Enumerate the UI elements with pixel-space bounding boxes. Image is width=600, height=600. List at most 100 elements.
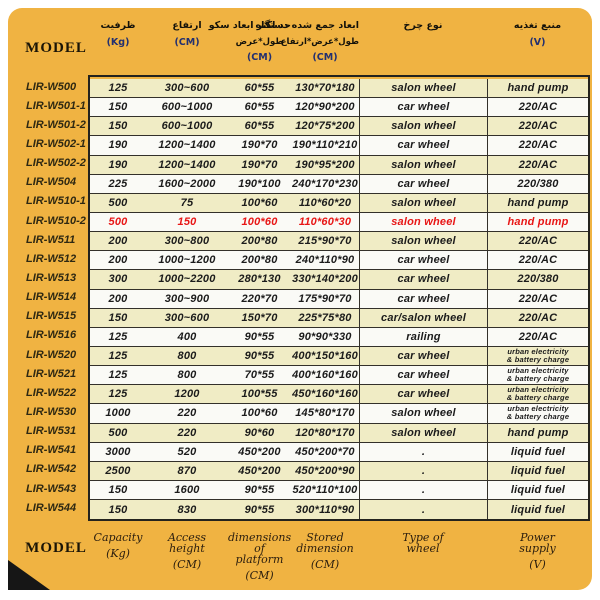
- wheel-cell: car wheel: [359, 385, 487, 404]
- platform-cell: 60*55: [244, 82, 275, 95]
- table-row: 225 1600~2000 190*100 240*170*230 car wheel 2…: [90, 174, 588, 194]
- table-row: 190 1200~1400 190*70 190*95*200 salon wheel 2…: [90, 155, 588, 175]
- height-cell: 1000~2200: [158, 273, 216, 286]
- platform-cell: 190*70: [241, 158, 278, 171]
- stored-cell: 110*60*20: [298, 196, 352, 209]
- height-cell: 1600~2000: [158, 177, 216, 190]
- power-cell: 220/AC: [487, 327, 588, 346]
- capacity-cell: 125: [108, 388, 128, 401]
- power-cell: hand pump: [487, 79, 588, 98]
- table-row: 2500 870 450*200 450*200*90. liquid fuel: [90, 461, 588, 481]
- wheel-cell: car wheel: [359, 98, 487, 117]
- model-label: LIR-W531: [26, 425, 77, 438]
- stored-cell: 120*80*170: [295, 426, 355, 439]
- stored-cell: 450*200*90: [295, 464, 355, 477]
- wheel-cell: railing: [359, 327, 487, 346]
- wheel-cell: car/salon wheel: [359, 308, 487, 327]
- height-cell: 1200~1400: [158, 158, 216, 171]
- stored-cell: 120*90*200: [295, 101, 355, 114]
- capacity-cell: 500: [108, 216, 128, 229]
- model-label: LIR-W510-2: [26, 214, 86, 227]
- model-column-title-bottom: MODEL: [25, 540, 87, 556]
- stored-cell: 300*110*90: [295, 503, 355, 516]
- capacity-cell: 150: [108, 484, 128, 497]
- power-cell: 220/AC: [487, 251, 588, 270]
- power-cell: hand pump: [487, 193, 588, 212]
- model-label: LIR-W504: [26, 176, 77, 189]
- capacity-cell: 125: [108, 82, 128, 95]
- model-label: LIR-W542: [26, 463, 77, 476]
- wheel-cell: .: [359, 500, 487, 520]
- capacity-cell: 125: [108, 350, 128, 363]
- stored-cell: 145*80*170: [295, 407, 355, 420]
- model-label: LIR-W543: [26, 482, 77, 495]
- power-cell: 220/AC: [487, 117, 588, 136]
- wheel-cell: car wheel: [359, 251, 487, 270]
- power-cell: urban electricity & battery charge: [487, 366, 588, 385]
- table-row: 150 1600 90*55 520*110*100. liquid fuel: [90, 480, 588, 501]
- capacity-cell: 200: [108, 254, 128, 267]
- wheel-cell: salon wheel: [359, 117, 487, 136]
- model-label: LIR-W530: [26, 405, 77, 418]
- height-cell: 1600: [174, 484, 200, 497]
- stored-cell: 120*75*200: [295, 120, 355, 133]
- table-row: 125 800 70*55 400*160*160 car wheel urban ele…: [90, 366, 588, 386]
- power-cell: hand pump: [487, 212, 588, 232]
- capacity-cell: 150: [108, 311, 128, 324]
- platform-cell: 100*60: [241, 407, 278, 420]
- footer-access-height: Access height (CM): [167, 531, 207, 571]
- stored-cell: 175*90*70: [298, 292, 352, 305]
- model-label: LIR-W502-1: [26, 137, 86, 150]
- table-row: 150 830 90*55 300*110*90. liquid fuel: [90, 500, 588, 520]
- model-label: LIR-W520: [26, 348, 77, 361]
- stored-cell: 450*160*160: [292, 388, 358, 401]
- platform-cell: 90*55: [244, 503, 275, 516]
- header-title: ابعاد جمع شده دستگاه: [255, 20, 360, 31]
- platform-cell: 190*100: [238, 177, 281, 190]
- header-unit: (V): [529, 37, 546, 48]
- power-cell: 220/AC: [487, 308, 588, 327]
- header-wheel-type: نوع چرخ: [359, 20, 487, 63]
- power-cell: 220/380: [487, 174, 588, 193]
- table-row: 300 1000~2200 280*130 330*140*200 car wheel 2…: [90, 270, 588, 290]
- height-cell: 600~1000: [161, 101, 213, 114]
- stored-cell: 225*75*80: [298, 311, 352, 324]
- platform-cell: 100*60: [241, 196, 278, 209]
- height-cell: 800: [177, 350, 197, 363]
- table-row: 150 600~1000 60*55 120*90*200 car wheel 220/A…: [90, 98, 588, 118]
- platform-cell: 100*55: [241, 388, 278, 401]
- table-row: 125 1200 100*55 450*160*160 car wheel urban e…: [90, 385, 588, 405]
- stored-cell: 190*110*210: [292, 139, 358, 152]
- height-cell: 220: [177, 407, 197, 420]
- height-cell: 520: [177, 445, 197, 458]
- stored-cell: 330*140*200: [292, 273, 358, 286]
- model-label: LIR-W500: [26, 80, 77, 93]
- height-cell: 300~800: [164, 235, 210, 248]
- model-column-title-top: MODEL: [25, 40, 87, 56]
- footer-capacity: Capacity (Kg): [93, 531, 143, 560]
- height-cell: 600~1000: [161, 120, 213, 133]
- model-label: LIR-W513: [26, 271, 77, 284]
- table-header-persian: ظرفیت (Kg) ارتفاع (CM) حد اکثر ابعاد سکو…: [90, 20, 588, 63]
- capacity-cell: 150: [108, 503, 128, 516]
- power-cell: urban electricity & battery charge: [487, 346, 588, 366]
- model-label: LIR-W502-2: [26, 157, 86, 170]
- header-unit: (Kg): [106, 37, 130, 48]
- wheel-cell: salon wheel: [359, 404, 487, 423]
- height-cell: 870: [177, 464, 197, 477]
- height-cell: 1200~1400: [158, 139, 216, 152]
- stored-cell: 90*90*330: [298, 330, 352, 343]
- table-footer-english: Capacity (Kg) Access height (CM) dimensi…: [90, 532, 588, 581]
- table-row: 500 75 100*60 110*60*20 salon wheel hand pump: [90, 193, 588, 213]
- header-stored-dimensions: ابعاد جمع شده دستگاه طول*عرض*ارتفاع (CM): [255, 20, 360, 63]
- table-row: 125 800 90*55 400*150*160 car wheel urban ele…: [90, 346, 588, 367]
- capacity-cell: 200: [108, 292, 128, 305]
- capacity-cell: 200: [108, 235, 128, 248]
- wheel-cell: car wheel: [359, 174, 487, 193]
- stored-cell: 215*90*70: [298, 235, 352, 248]
- table-row: 1000 220 100*60 145*80*170 salon wheel urban …: [90, 404, 588, 424]
- header-title: نوع چرخ: [403, 20, 443, 31]
- wheel-cell: car wheel: [359, 346, 487, 366]
- power-cell: liquid fuel: [487, 500, 588, 520]
- stored-cell: 450*200*70: [295, 445, 355, 458]
